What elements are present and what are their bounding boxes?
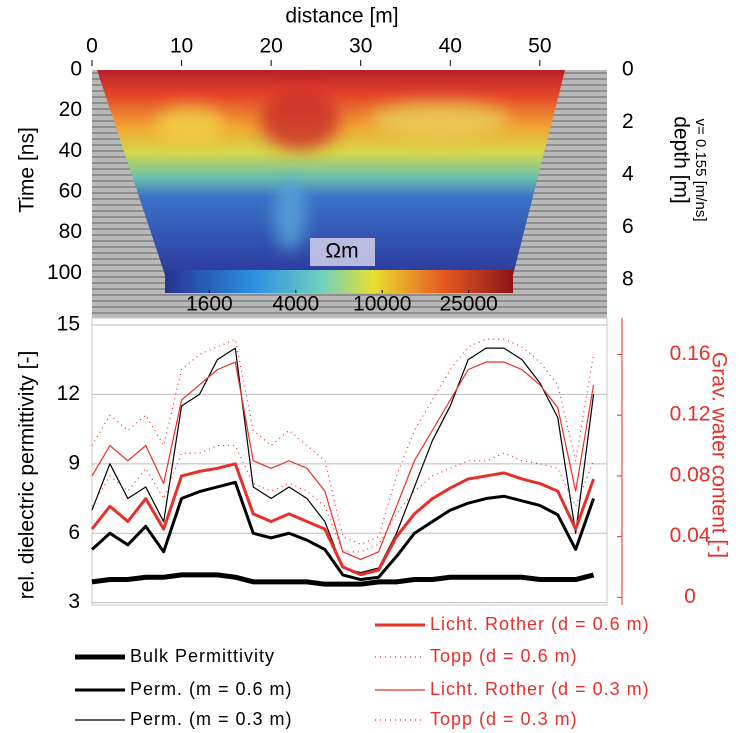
y-tick-label: 12 [57,382,80,405]
legend-label: Perm. (m = 0.3 m) [130,709,293,729]
y-tick-label: 3 [68,590,80,613]
y2-tick-label: 4 [622,163,634,186]
colorbar [165,270,513,293]
velocity-annotation: v= 0.155 [m/ns] [692,119,709,222]
y2-axis-title: Grav. water content [-] [707,352,730,558]
series-line [91,361,595,561]
y-tick-label: 15 [57,312,80,335]
x-tick-label: 10 [170,35,193,58]
y2-tick-label: 6 [622,215,634,238]
x-tick-label: 20 [259,35,282,58]
colorbar-tick-label: 10000 [353,293,411,316]
series-line [90,480,595,582]
y-tick-label: 6 [68,521,80,544]
y2-tick-label: 0.12 [670,403,711,426]
y2-tick-label: 0 [622,58,634,81]
legend-label: Licht. Rother (d = 0.6 m) [430,614,650,634]
y-tick-label: 80 [59,220,82,243]
colorbar-tick-label: 1600 [186,293,233,316]
y-tick-label: 20 [59,98,82,121]
colorbar-tick-label: 25000 [439,293,497,316]
y-axis-title: Time [ns] [16,127,39,213]
series-line [90,462,595,577]
legend-label: Topp (d = 0.3 m) [430,709,578,729]
series-line [91,572,595,587]
y2-tick-label: 8 [622,267,634,290]
y2-tick-label: 0 [684,585,696,608]
radargram-image [92,70,607,318]
y-tick-label: 60 [59,180,82,203]
y2-tick-label: 2 [622,110,634,133]
y-tick-label: 100 [47,261,82,284]
x-axis-title: distance [m] [285,5,398,28]
y-axis-title: rel. dielectric permittivity [-] [16,351,39,600]
legend-label: Bulk Permittivity [130,646,275,666]
y2-tick-label: 0.08 [670,463,711,486]
y-tick-label: 9 [68,451,80,474]
x-tick-label: 30 [349,35,372,58]
legend-label: Topp (d = 0.6 m) [430,646,578,666]
y2-tick-label: 0.16 [670,342,711,365]
y2-axis-title: depth [m] [669,116,692,204]
x-tick-label: 0 [86,35,98,58]
y-tick-label: 0 [70,58,82,81]
colorbar-label: Ωm [325,240,358,263]
legend-label: Perm. (m = 0.6 m) [130,679,293,699]
colorbar-tick-label: 4000 [272,293,319,316]
series-line [91,444,595,553]
plot-area [91,317,608,606]
colorbar-label-box [310,238,375,266]
y2-tick-label: 0.04 [670,524,711,547]
x-tick-label: 40 [439,35,462,58]
x-tick-label: 50 [528,35,551,58]
legend-label: Licht. Rother (d = 0.3 m) [430,679,650,699]
y-tick-label: 40 [59,139,82,162]
